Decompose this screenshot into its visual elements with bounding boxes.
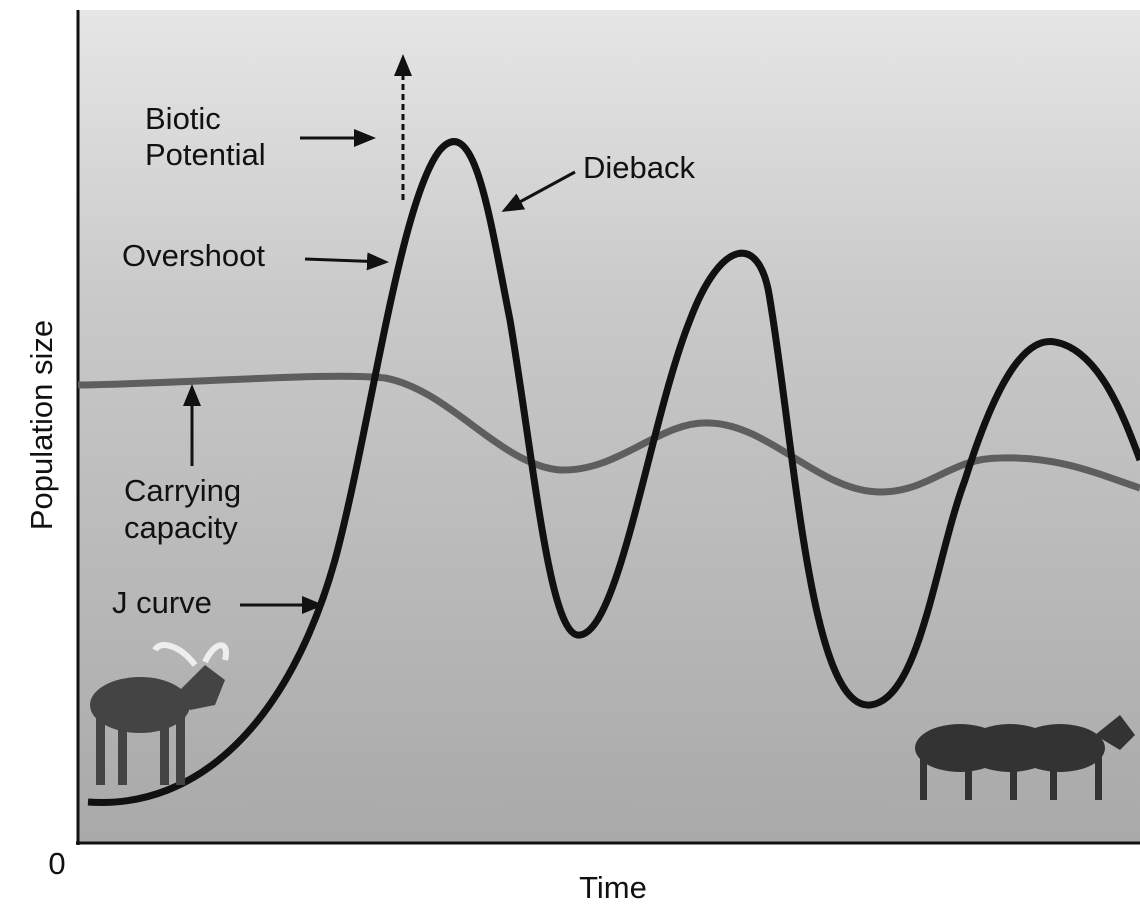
y-axis-label: Population size <box>24 320 59 530</box>
carrying-label: Carrying <box>124 473 241 508</box>
j-curve-label: J curve <box>112 585 212 620</box>
origin-label: 0 <box>48 846 65 881</box>
overshoot-label: Overshoot <box>122 238 265 273</box>
dieback-label: Dieback <box>583 150 695 185</box>
biotic-label: Biotic <box>145 101 221 136</box>
page: Biotic Potential Dieback Overshoot Carry… <box>0 0 1140 911</box>
capacity-label: capacity <box>124 510 238 545</box>
x-axis-label: Time <box>579 870 647 905</box>
diagram: Biotic Potential Dieback Overshoot Carry… <box>0 0 1140 911</box>
potential-label: Potential <box>145 137 266 172</box>
